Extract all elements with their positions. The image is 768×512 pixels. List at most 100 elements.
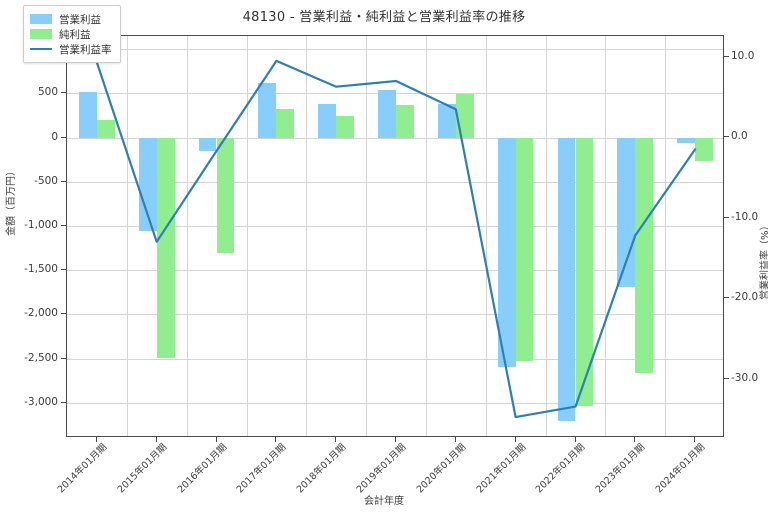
bar-operating-profit	[79, 91, 97, 138]
bar-net-profit	[96, 119, 115, 138]
gridline-vertical	[366, 36, 368, 436]
bar-operating-profit	[318, 104, 337, 138]
x-axis-tick-mark	[454, 437, 456, 442]
y-axis-left-tick-label: -500	[34, 174, 58, 187]
bar-operating-profit	[677, 137, 695, 143]
y-axis-right-tick-mark	[724, 55, 729, 57]
y-axis-left-tick-mark	[61, 225, 66, 226]
y-axis-right-tick-label: -20.0	[731, 291, 759, 304]
legend-label-net-profit: 純利益	[59, 28, 91, 41]
legend: 営業利益 純利益 営業利益率	[23, 5, 121, 63]
bar-operating-profit	[138, 137, 157, 232]
y-axis-left-tick-label: 0	[51, 130, 58, 143]
gridline-vertical	[126, 36, 128, 436]
x-axis-tick-mark	[574, 437, 576, 442]
y-axis-right-tick-label: -10.0	[731, 210, 759, 223]
legend-item-operating-profit: 営業利益	[30, 12, 112, 26]
gridline-horizontal	[67, 181, 723, 183]
bar-operating-profit	[557, 137, 576, 422]
x-axis-tick-mark	[694, 437, 696, 442]
y-axis-right-tick-label: 0.0	[731, 130, 748, 143]
legend-item-net-profit: 純利益	[30, 27, 112, 41]
page-title: 48130 - 営業利益・純利益と営業利益率の推移	[242, 10, 526, 25]
x-axis-tick-label: 2023年01月期	[593, 441, 648, 496]
y-axis-left-tick-label: -1,500	[24, 263, 58, 276]
y-axis-right-label: 営業利益率（%）	[760, 220, 768, 300]
x-axis-tick-mark	[215, 437, 217, 442]
gridline-horizontal	[67, 270, 723, 272]
legend-swatch-operating-profit	[30, 14, 52, 24]
x-axis-tick-label: 2019年01月期	[354, 441, 409, 496]
gridline-vertical	[425, 36, 427, 436]
y-axis-right-tick-label: -30.0	[731, 371, 759, 384]
legend-label-operating-profit: 営業利益	[59, 13, 101, 26]
operating-margin-line	[95, 59, 697, 419]
y-axis-left-tick-label: -2,000	[24, 307, 58, 320]
x-axis-label: 会計年度	[364, 496, 404, 507]
x-axis-tick-mark	[95, 437, 97, 442]
gridline-vertical	[186, 36, 188, 436]
x-axis-tick-label: 2016年01月期	[175, 441, 229, 496]
x-axis-tick-label: 2021年01月期	[474, 441, 528, 496]
gridline-horizontal	[67, 402, 723, 404]
gridline-horizontal	[67, 358, 723, 360]
x-axis-tick-mark	[155, 437, 157, 442]
y-axis-left-tick-mark	[61, 269, 66, 271]
rate-line-layer	[95, 59, 697, 419]
y-axis-right-tick-mark	[724, 216, 729, 218]
bar-net-profit	[156, 137, 175, 358]
legend-label-operating-margin: 営業利益率	[59, 43, 112, 56]
y-axis-right-tick-mark	[724, 377, 729, 379]
gridline-vertical	[545, 36, 547, 436]
bar-operating-profit	[258, 82, 277, 138]
x-axis-tick-label: 2024年01月期	[653, 441, 708, 496]
bar-net-profit	[575, 137, 594, 407]
bar-operating-profit	[198, 137, 217, 151]
y-axis-left-tick-label: -2,500	[24, 351, 58, 364]
bar-net-profit	[396, 104, 414, 138]
y-axis-left-tick-mark	[61, 401, 66, 403]
gridline-horizontal	[67, 49, 723, 51]
gridline-vertical	[306, 36, 308, 436]
x-axis-tick-mark	[275, 437, 277, 442]
x-axis-tick-mark	[514, 437, 516, 442]
gridline-horizontal	[67, 226, 723, 227]
gridline-vertical	[246, 36, 248, 436]
y-axis-left-tick-mark	[61, 180, 66, 182]
y-axis-right-tick-mark	[724, 297, 729, 299]
bar-net-profit	[276, 109, 295, 138]
x-axis-tick-label: 2022年01月期	[534, 441, 588, 496]
gridline-vertical	[485, 36, 487, 436]
x-axis-tick-mark	[634, 437, 636, 442]
y-axis-left-tick-mark	[61, 313, 66, 315]
y-axis-left-tick-mark	[61, 136, 66, 138]
y-axis-left-tick-mark	[61, 357, 66, 359]
y-axis-left-tick-mark	[61, 92, 66, 94]
y-axis-right-tick-label: 10.0	[731, 49, 755, 62]
bar-operating-profit	[437, 104, 456, 138]
bar-operating-profit	[378, 89, 396, 138]
bar-net-profit	[336, 116, 355, 138]
x-axis-tick-label: 2017年01月期	[235, 441, 289, 496]
y-axis-left-tick-label: -1,000	[24, 219, 58, 231]
bar-net-profit	[515, 137, 534, 362]
y-axis-left-tick-label: 500	[37, 86, 58, 99]
legend-swatch-operating-margin	[30, 48, 52, 50]
x-axis-tick-label: 2018年01月期	[294, 441, 349, 496]
gridline-horizontal	[67, 137, 723, 139]
y-axis-right-tick-mark	[724, 136, 729, 138]
gridline-horizontal	[67, 314, 723, 316]
gridline-vertical	[665, 36, 667, 436]
bar-net-profit	[216, 137, 235, 254]
bar-operating-profit	[497, 137, 516, 368]
gridline-vertical	[605, 36, 607, 436]
legend-item-operating-margin: 営業利益率	[30, 42, 112, 56]
x-axis-tick-label: 2020年01月期	[414, 441, 469, 496]
bar-net-profit	[635, 137, 654, 374]
x-axis-tick-mark	[335, 437, 337, 442]
legend-swatch-net-profit	[30, 29, 52, 39]
x-axis-tick-label: 2015年01月期	[115, 441, 169, 496]
x-axis-tick-label: 2014年01月期	[55, 441, 110, 496]
bar-net-profit	[695, 137, 713, 162]
